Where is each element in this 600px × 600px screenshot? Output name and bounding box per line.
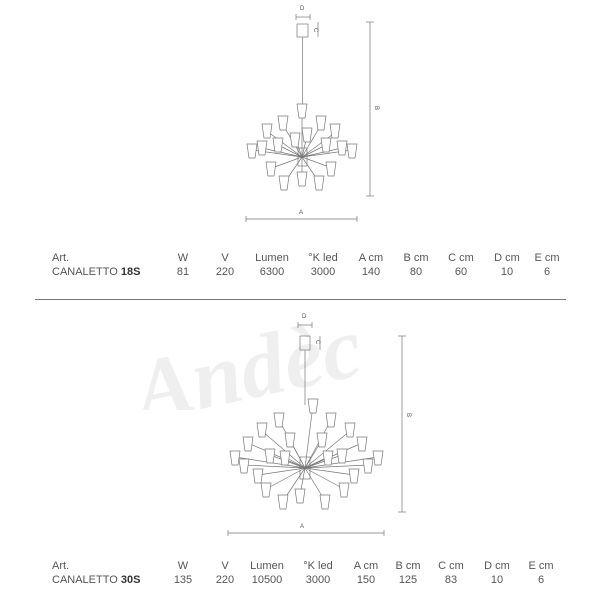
svg-text:A: A — [299, 210, 303, 216]
chandelier-18s-drawing: D C B A — [245, 6, 379, 222]
value-w: 81 — [176, 266, 190, 278]
value-w: 135 — [173, 574, 193, 586]
value-e: 6 — [543, 266, 551, 278]
header-kelvin: °K led — [303, 560, 333, 572]
watermark-logo: Andèc — [120, 299, 370, 410]
value-a: 150 — [356, 574, 376, 586]
values-row: CANALETTO 30S 135 220 10500 3000 150 125… — [0, 574, 600, 588]
header-b: B cm — [403, 252, 429, 264]
header-art: Art. — [52, 252, 70, 264]
value-lumen: 10500 — [251, 574, 283, 586]
header-art: Art. — [52, 560, 70, 572]
header-lumen: Lumen — [255, 252, 289, 264]
value-lumen: 6300 — [259, 266, 285, 278]
svg-text:D: D — [300, 6, 305, 12]
svg-text:B: B — [373, 106, 379, 110]
value-b: 80 — [409, 266, 423, 278]
chandelier-30s-drawing: D C B A — [227, 314, 411, 536]
header-d: D cm — [484, 560, 510, 572]
header-kelvin: °K led — [308, 252, 338, 264]
header-c: C cm — [448, 252, 474, 264]
svg-text:B: B — [405, 413, 411, 417]
article-name: CANALETTO 30S — [52, 574, 141, 586]
header-row: Art. W V Lumen °K led A cm B cm C cm D c… — [0, 560, 600, 574]
header-d: D cm — [494, 252, 520, 264]
header-a: A cm — [353, 560, 379, 572]
svg-text:A: A — [300, 524, 304, 530]
svg-text:C: C — [312, 28, 318, 33]
value-d: 10 — [500, 266, 514, 278]
header-lumen: Lumen — [250, 560, 284, 572]
header-e: E cm — [528, 560, 554, 572]
value-v: 220 — [215, 574, 235, 586]
header-row: Art. W V Lumen °K led A cm B cm C cm D c… — [0, 252, 600, 266]
header-v: V — [221, 560, 229, 572]
value-d: 10 — [490, 574, 504, 586]
section-divider — [35, 299, 566, 300]
values-row: CANALETTO 18S 81 220 6300 3000 140 80 60… — [0, 266, 600, 280]
value-kelvin: 3000 — [310, 266, 336, 278]
value-b: 125 — [398, 574, 418, 586]
header-a: A cm — [358, 252, 384, 264]
header-e: E cm — [534, 252, 560, 264]
svg-text:C: C — [314, 340, 320, 345]
value-e: 6 — [537, 574, 545, 586]
value-c: 60 — [454, 266, 468, 278]
header-c: C cm — [438, 560, 464, 572]
header-w: W — [177, 252, 189, 264]
value-c: 83 — [444, 574, 458, 586]
header-v: V — [221, 252, 229, 264]
header-b: B cm — [395, 560, 421, 572]
value-v: 220 — [215, 266, 235, 278]
article-name: CANALETTO 18S — [52, 266, 141, 278]
svg-text:D: D — [302, 314, 307, 320]
value-a: 140 — [361, 266, 381, 278]
value-kelvin: 3000 — [305, 574, 331, 586]
header-w: W — [177, 560, 189, 572]
